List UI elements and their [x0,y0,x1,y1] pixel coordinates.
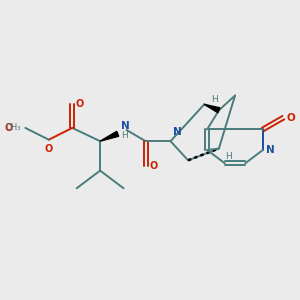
Text: N: N [266,145,274,155]
Text: O: O [286,112,295,123]
Text: H: H [121,131,128,140]
Text: O: O [45,143,53,154]
Text: H: H [225,152,232,161]
Polygon shape [100,131,119,141]
Text: O: O [5,123,13,133]
Text: N: N [121,121,130,131]
Text: H: H [211,95,218,104]
Text: CH₃: CH₃ [6,123,21,132]
Text: N: N [173,127,182,137]
Text: O: O [149,161,158,171]
Text: O: O [76,99,84,110]
Polygon shape [204,104,220,113]
